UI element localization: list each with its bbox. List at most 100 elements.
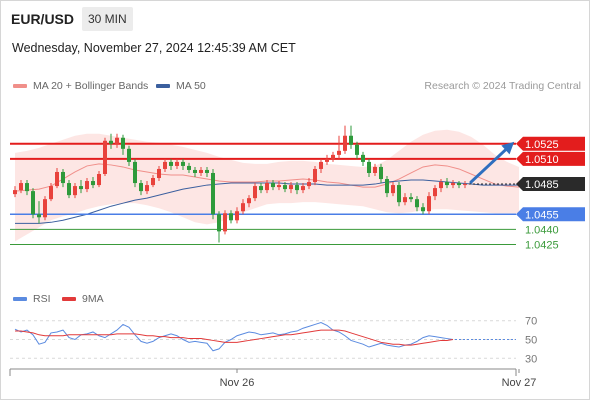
candle-body — [343, 135, 347, 151]
candle-body — [253, 186, 257, 199]
candle-body — [409, 197, 413, 200]
price-level-tag — [516, 207, 585, 222]
candle-body — [445, 182, 449, 186]
candle-body — [421, 207, 425, 212]
candle-body — [97, 173, 101, 186]
x-axis-label: Nov 27 — [502, 377, 537, 389]
candle-body — [115, 137, 119, 144]
price-level-tag — [516, 151, 585, 166]
ma20-legend-label: MA 20 + Bollinger Bands — [33, 80, 149, 92]
candle-body — [79, 186, 83, 190]
candle-body — [163, 161, 167, 169]
candle-body — [25, 183, 29, 192]
credit-label: Research © 2024 Trading Central — [424, 80, 581, 92]
ma9-swatch — [62, 297, 76, 301]
ma9-legend-label: 9MA — [82, 293, 104, 305]
price-level-label: 1.0440 — [525, 224, 559, 236]
candle-body — [19, 183, 23, 191]
candle-body — [373, 166, 377, 173]
candle-body — [259, 186, 263, 191]
timeframe-button[interactable]: 30 MIN — [82, 7, 133, 31]
legend-ma9: 9MA — [62, 293, 104, 305]
candle-body — [337, 150, 341, 155]
candle-body — [37, 214, 41, 218]
candle-body — [61, 171, 65, 184]
candle-body — [457, 183, 461, 186]
candle-body — [13, 190, 17, 195]
candle-body — [415, 199, 419, 208]
candle-body — [49, 186, 53, 200]
price-level-label: 1.0455 — [525, 209, 559, 221]
legend-rsi: RSI — [13, 293, 51, 305]
candle-body — [169, 161, 173, 166]
rsi-ma9-line — [15, 329, 454, 346]
candle-body — [385, 179, 389, 194]
candle-body — [229, 213, 233, 221]
candle-body — [349, 135, 353, 145]
candle-body — [403, 197, 407, 203]
candle-body — [277, 185, 281, 188]
candle-body — [361, 154, 365, 162]
candle-body — [193, 169, 197, 173]
candle-body — [67, 183, 71, 196]
price-level-label: 1.0525 — [525, 139, 559, 151]
candle-body — [181, 161, 185, 166]
rsi-level-label: 70 — [525, 316, 537, 328]
candle-body — [103, 140, 107, 174]
candle-body — [325, 158, 329, 162]
candle-body — [43, 199, 47, 218]
forecast-arrow-head — [501, 141, 515, 155]
candle-body — [283, 185, 287, 190]
candle-body — [451, 183, 455, 186]
price-level-label: 1.0510 — [525, 154, 559, 166]
candle-body — [355, 144, 359, 155]
price-level-label: 1.0425 — [525, 239, 559, 251]
candle-body — [319, 161, 323, 169]
candle-body — [211, 172, 215, 215]
candle-body — [223, 213, 227, 232]
rsi-level-label: 50 — [525, 335, 537, 347]
candle-body — [391, 185, 395, 194]
candle-body — [439, 182, 443, 189]
candle-body — [205, 169, 209, 173]
price-level-tag — [516, 136, 585, 151]
candle-body — [331, 154, 335, 159]
candle-body — [463, 184, 467, 186]
candle-body — [271, 183, 275, 188]
candle-body — [145, 185, 149, 192]
candle-body — [157, 168, 161, 179]
candle-body — [127, 148, 131, 162]
datetime-label: Wednesday, November 27, 2024 12:45:39 AM… — [12, 41, 296, 55]
legend-ma20: MA 20 + Bollinger Bands — [13, 80, 148, 92]
x-axis-label: Nov 26 — [220, 377, 255, 389]
legend-ma50: MA 50 — [156, 80, 206, 92]
ma50-swatch — [156, 84, 170, 88]
candle-body — [397, 185, 401, 203]
candle-body — [235, 211, 239, 221]
candle-body — [91, 181, 95, 186]
candle-body — [301, 186, 305, 191]
candle-body — [295, 185, 299, 191]
candle-body — [199, 169, 203, 173]
candle-body — [151, 178, 155, 186]
candle-body — [139, 183, 143, 192]
candle-body — [433, 188, 437, 197]
price-level-label: 1.0485 — [525, 179, 559, 191]
candle-body — [367, 161, 371, 173]
candle-body — [133, 161, 137, 184]
rsi-line — [14, 322, 454, 352]
symbol-title: EUR/USD — [11, 11, 75, 27]
rsi-legend-label: RSI — [33, 293, 51, 305]
candle-body — [109, 140, 113, 144]
candle-body — [313, 168, 317, 183]
candle-body — [241, 203, 245, 212]
candle-body — [427, 196, 431, 212]
price-level-tag — [516, 177, 585, 192]
rsi-swatch — [13, 297, 27, 301]
candle-body — [217, 214, 221, 232]
candle-body — [121, 137, 125, 149]
candle-body — [85, 181, 89, 190]
ma20-swatch — [13, 84, 27, 88]
ma50-legend-label: MA 50 — [176, 80, 206, 92]
